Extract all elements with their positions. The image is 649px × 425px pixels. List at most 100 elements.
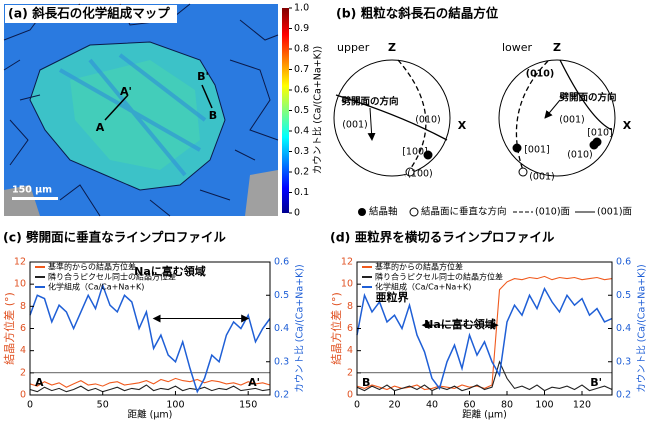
scale-bar-label: 150 μm	[12, 185, 52, 196]
y-tick-label: 2	[20, 367, 26, 378]
colorbar	[282, 8, 289, 213]
series-line	[29, 377, 271, 388]
y2-tick-label: 0.3	[616, 356, 631, 367]
net-label: (100)	[407, 169, 433, 180]
y2-tick-label: 0.3	[274, 356, 289, 367]
x-tick-label: 0	[354, 400, 360, 411]
y2-axis-label: カウント比 (Ca/(Ca+Na+K))	[636, 264, 648, 393]
y2-tick-label: 0.2	[616, 390, 631, 401]
legend-text: (010)面	[535, 207, 570, 218]
y-axis-label: 結晶方位差 (°)	[329, 292, 343, 365]
annotation: 亜粒界	[376, 290, 409, 304]
great-circle	[397, 59, 427, 177]
cleavage-arrow	[544, 99, 561, 119]
legend-text: 化学組成（Ca/Ca+Na+K)	[48, 282, 144, 292]
net-name: lower	[502, 41, 533, 54]
legend-text: 化学組成（Ca/Ca+Na+K)	[375, 282, 471, 292]
legend-text: 結晶軸	[369, 206, 398, 218]
stereonet	[333, 59, 451, 177]
plane-pole	[405, 167, 415, 177]
scale-bar	[12, 197, 58, 200]
y-tick-label: 4	[347, 345, 353, 356]
y2-tick-label: 0.5	[616, 290, 631, 301]
x-axis-label: 距離 (μm)	[462, 409, 507, 421]
y2-axis-label: カウント比 (Ca/(Ca+Na+K))	[294, 264, 306, 393]
x-tick-label: 60	[463, 400, 475, 411]
x-tick-label: 100	[166, 400, 184, 411]
net-label: [100]	[402, 147, 428, 158]
y2-tick-label: 0.6	[274, 257, 289, 268]
panel-title: (c) 劈開面に垂直なラインプロファイル	[3, 230, 226, 245]
x-tick-label: 150	[239, 400, 257, 411]
y2-tick-label: 0.4	[274, 323, 289, 334]
great-circle	[559, 59, 613, 131]
colorbar-label: カウント比 (Ca/(Ca+Na+K))	[312, 46, 324, 175]
point-label: A'	[120, 85, 132, 98]
legend-dot	[409, 207, 419, 217]
profile-end-label: B	[362, 376, 370, 389]
y-tick-label: 6	[347, 323, 353, 334]
point-label: A	[96, 121, 105, 134]
colorbar-tick-label: 0.7	[294, 64, 309, 75]
x-tick-label: 0	[27, 400, 33, 411]
y-tick-label: 0	[347, 390, 353, 401]
colorbar-tick-label: 1.0	[294, 3, 309, 14]
colorbar-tick-label: 0.3	[294, 146, 309, 157]
map	[3, 3, 279, 217]
net-label: 劈開面の方向	[341, 96, 398, 108]
legend-dot	[358, 208, 366, 216]
net-name: upper	[337, 41, 370, 54]
y-tick-label: 12	[14, 257, 26, 268]
colorbar-tick-label: 0.8	[294, 44, 309, 55]
na-rich-bands	[59, 53, 207, 177]
x-tick-label: 40	[426, 400, 438, 411]
colorbar-tick-label: 0.1	[294, 187, 309, 198]
title-box	[5, 5, 177, 23]
net-label: [010]	[587, 128, 613, 139]
net-label: 劈開面の方向	[559, 92, 616, 104]
legend-text: 隣り合うピクセル同士の結晶方位差	[48, 272, 176, 282]
colorbar-tick-label: 0.4	[294, 126, 309, 137]
x-tick-label: 120	[573, 400, 591, 411]
legend-text: 基準的からの結晶方位差	[48, 262, 136, 272]
y-tick-label: 10	[341, 279, 353, 290]
x-tick-label: 100	[535, 400, 553, 411]
cleavage-arrow	[367, 107, 376, 141]
y2-tick-label: 0.2	[274, 390, 289, 401]
series-line	[29, 384, 271, 393]
stereonet	[498, 59, 616, 177]
axis-label: X	[458, 119, 467, 132]
x-tick-label: 20	[388, 400, 400, 411]
profile-end-label: A	[35, 376, 44, 389]
legend-text: 結晶面に垂直な方向	[421, 206, 507, 218]
annotation: Naに富む領域	[134, 264, 206, 278]
net-label: (010)	[526, 69, 555, 80]
y-tick-label: 8	[20, 301, 26, 312]
y2-tick-label: 0.4	[616, 323, 631, 334]
series-line	[356, 286, 613, 391]
crystal-axis	[589, 140, 599, 150]
profile-line-b	[201, 84, 213, 109]
plane-pole	[518, 167, 528, 177]
series-line	[356, 275, 613, 391]
y-tick-label: 8	[347, 301, 353, 312]
net-label: [001]	[524, 145, 550, 156]
colorbar-tick-label: 0	[294, 208, 300, 219]
profile-end-label: A'	[248, 376, 260, 389]
crystal-axis	[512, 143, 522, 153]
y-axis-label: 結晶方位差 (°)	[2, 292, 16, 365]
y-tick-label: 6	[20, 323, 26, 334]
net-label: (001)	[342, 120, 368, 131]
colorbar-tick-label: 0.5	[294, 105, 309, 116]
y-tick-label: 0	[20, 390, 26, 401]
point-label: B'	[197, 70, 209, 83]
great-circle	[335, 94, 448, 141]
axis-label: Z	[388, 41, 396, 54]
net-label: (001)	[559, 115, 585, 126]
series-line	[356, 360, 613, 392]
map-hole	[4, 185, 40, 216]
profile-line-a	[104, 94, 129, 121]
profile-end-label: B'	[590, 376, 602, 389]
